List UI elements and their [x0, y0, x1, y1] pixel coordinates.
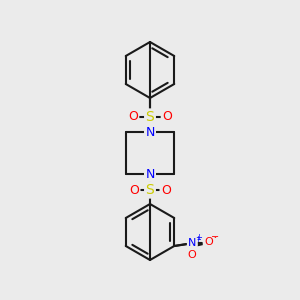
Text: O: O	[161, 184, 171, 196]
Text: N: N	[145, 125, 155, 139]
Text: O: O	[188, 249, 197, 259]
Text: N: N	[145, 167, 155, 181]
Text: N: N	[188, 238, 196, 248]
Text: O: O	[129, 184, 139, 196]
Text: N: N	[145, 167, 155, 181]
Text: +: +	[195, 233, 202, 242]
Text: O: O	[204, 237, 213, 247]
Text: O: O	[162, 110, 172, 124]
Text: O: O	[161, 184, 171, 196]
Text: O: O	[162, 110, 172, 124]
Text: S: S	[146, 183, 154, 197]
Text: S: S	[146, 110, 154, 124]
Text: O: O	[128, 110, 138, 124]
Text: N: N	[188, 238, 196, 248]
Text: S: S	[146, 110, 154, 124]
Text: +: +	[194, 235, 201, 244]
Text: O: O	[188, 250, 197, 260]
Text: O: O	[129, 184, 139, 196]
Text: S: S	[146, 183, 154, 197]
Text: N: N	[145, 125, 155, 139]
Text: O: O	[205, 237, 214, 247]
Text: −: −	[211, 232, 219, 242]
Text: −: −	[209, 233, 217, 243]
Text: O: O	[128, 110, 138, 124]
Text: O: O	[129, 184, 139, 196]
